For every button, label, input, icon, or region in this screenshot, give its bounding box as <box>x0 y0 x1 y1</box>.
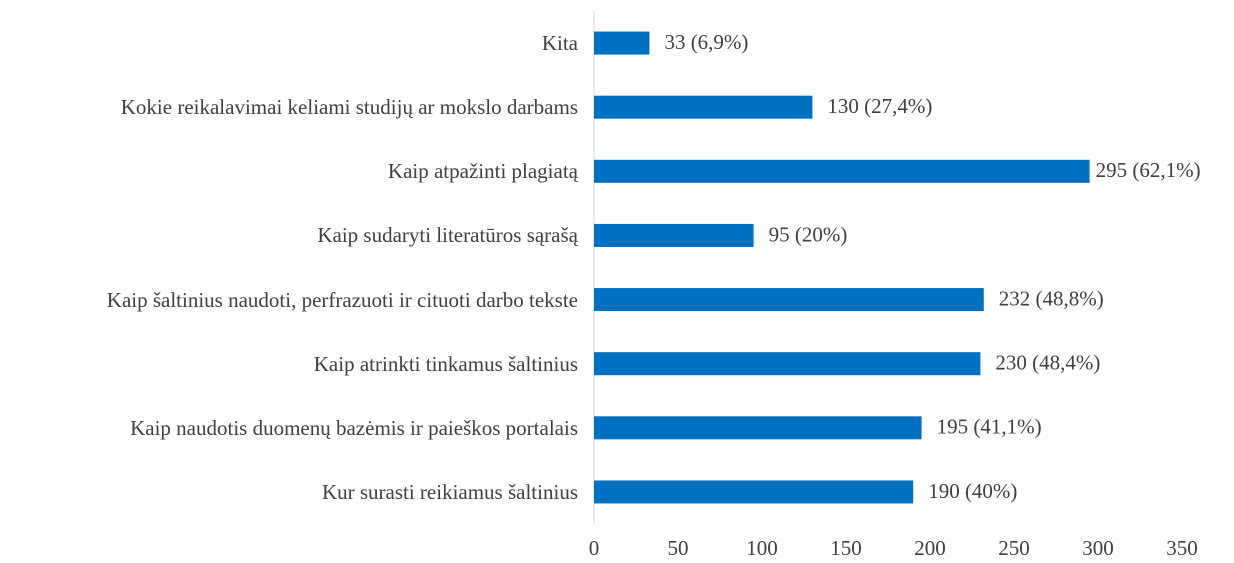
category-label: Kokie reikalavimai keliami studijų ar mo… <box>120 95 578 120</box>
value-label: 95 (20%) <box>769 222 848 246</box>
x-tick-label: 250 <box>998 536 1030 560</box>
category-label: Kaip atpažinti plagiatą <box>387 159 578 184</box>
value-label: 232 (48,8%) <box>999 286 1104 310</box>
value-label: 295 (62,1%) <box>1096 158 1201 182</box>
x-tick-label: 150 <box>830 536 862 560</box>
bar <box>594 416 922 440</box>
category-label: Kaip šaltinius naudoti, perfrazuoti ir c… <box>106 287 578 312</box>
x-tick-label: 0 <box>589 536 600 560</box>
value-label: 195 (41,1%) <box>937 415 1042 439</box>
x-tick-label: 300 <box>1082 536 1114 560</box>
x-tick-label: 200 <box>914 536 946 560</box>
bar <box>594 159 1090 183</box>
category-label: Kita <box>541 31 578 56</box>
bar <box>594 480 914 504</box>
x-tick-label: 350 <box>1166 536 1198 560</box>
x-tick-label: 50 <box>668 536 689 560</box>
value-label: 33 (6,9%) <box>664 30 748 54</box>
category-label: Kaip atrinkti tinkamus šaltinius <box>313 351 578 376</box>
bar <box>594 31 650 55</box>
value-label: 230 (48,4%) <box>995 351 1100 375</box>
bar <box>594 223 754 247</box>
category-label: Kaip naudotis duomenų bazėmis ir paieško… <box>130 415 578 440</box>
bar <box>594 288 984 312</box>
value-label: 130 (27,4%) <box>827 94 932 118</box>
x-tick-label: 100 <box>746 536 778 560</box>
category-label: Kur surasti reikiamus šaltinius <box>321 479 578 504</box>
category-label: Kaip sudaryti literatūros sąrašą <box>317 223 578 248</box>
bar <box>594 352 981 376</box>
value-label: 190 (40%) <box>928 479 1017 503</box>
bar <box>594 95 813 119</box>
